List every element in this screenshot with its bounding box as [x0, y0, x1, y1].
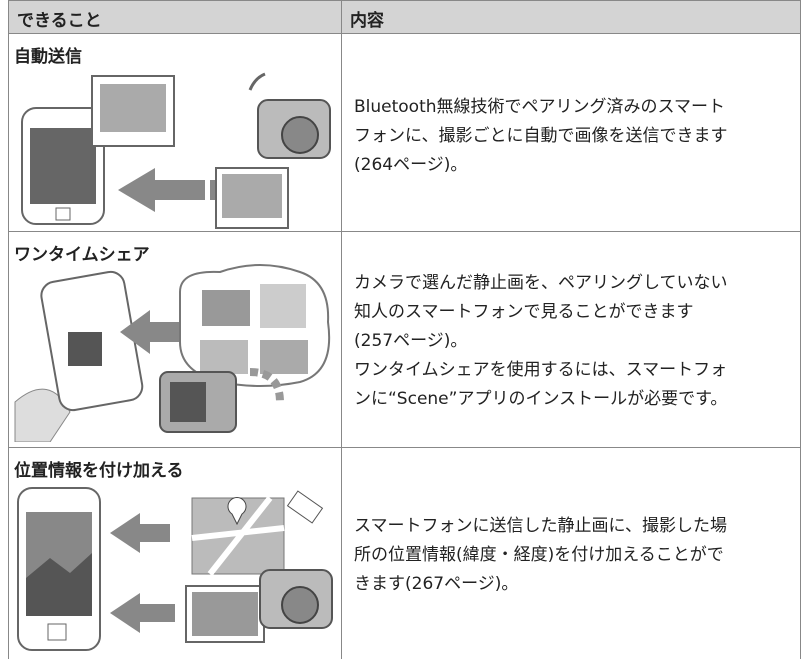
cell [341, 231, 801, 447]
row-title: 自動送信 [14, 47, 82, 67]
header-text: 内容 [350, 11, 384, 31]
description-line: ンに“Scene”アプリのインストールが必要です。 [354, 389, 728, 409]
cell [8, 231, 342, 447]
description-line: フォンに、撮影ごとに自動で画像を送信できます [354, 126, 728, 146]
header-cell: できること [8, 0, 342, 33]
description: スマートフォンに送信した静止画に、撮影した場 所の位置情報(緯度・経度)を付け加え… [354, 512, 727, 599]
header-cell: 内容 [341, 0, 801, 33]
header-text: できること [17, 11, 102, 31]
description-line: カメラで選んだ静止画を、ペアリングしていない [354, 273, 728, 293]
illustration [21, 72, 331, 229]
description-line: 知人のスマートフォンで見ることができます [354, 302, 694, 322]
description-line: ワンタイムシェアを使用するには、スマートフォ [354, 360, 728, 380]
cell [341, 447, 801, 659]
illustration [14, 264, 331, 442]
cell [341, 33, 801, 231]
description-line: 所の位置情報(緯度・経度)を付け加えることがで [354, 545, 724, 565]
cell [8, 33, 342, 231]
description: カメラで選んだ静止画を、ペアリングしていない 知人のスマートフォンで見ることができ… [354, 269, 728, 414]
description: Bluetooth無線技術でペアリング済みのスマート フォンに、撮影ごとに自動で画… [354, 93, 728, 180]
description-line: Bluetooth無線技術でペアリング済みのスマート [354, 97, 726, 117]
description-line: (264ページ)。 [354, 155, 468, 175]
illustration [17, 487, 333, 651]
cell [8, 447, 342, 659]
description-line: きます(267ページ)。 [354, 574, 519, 594]
row-title: ワンタイムシェア [14, 245, 150, 265]
description-line: (257ページ)。 [354, 331, 468, 351]
description-line: スマートフォンに送信した静止画に、撮影した場 [354, 516, 727, 536]
row-title: 位置情報を付け加える [14, 461, 184, 481]
